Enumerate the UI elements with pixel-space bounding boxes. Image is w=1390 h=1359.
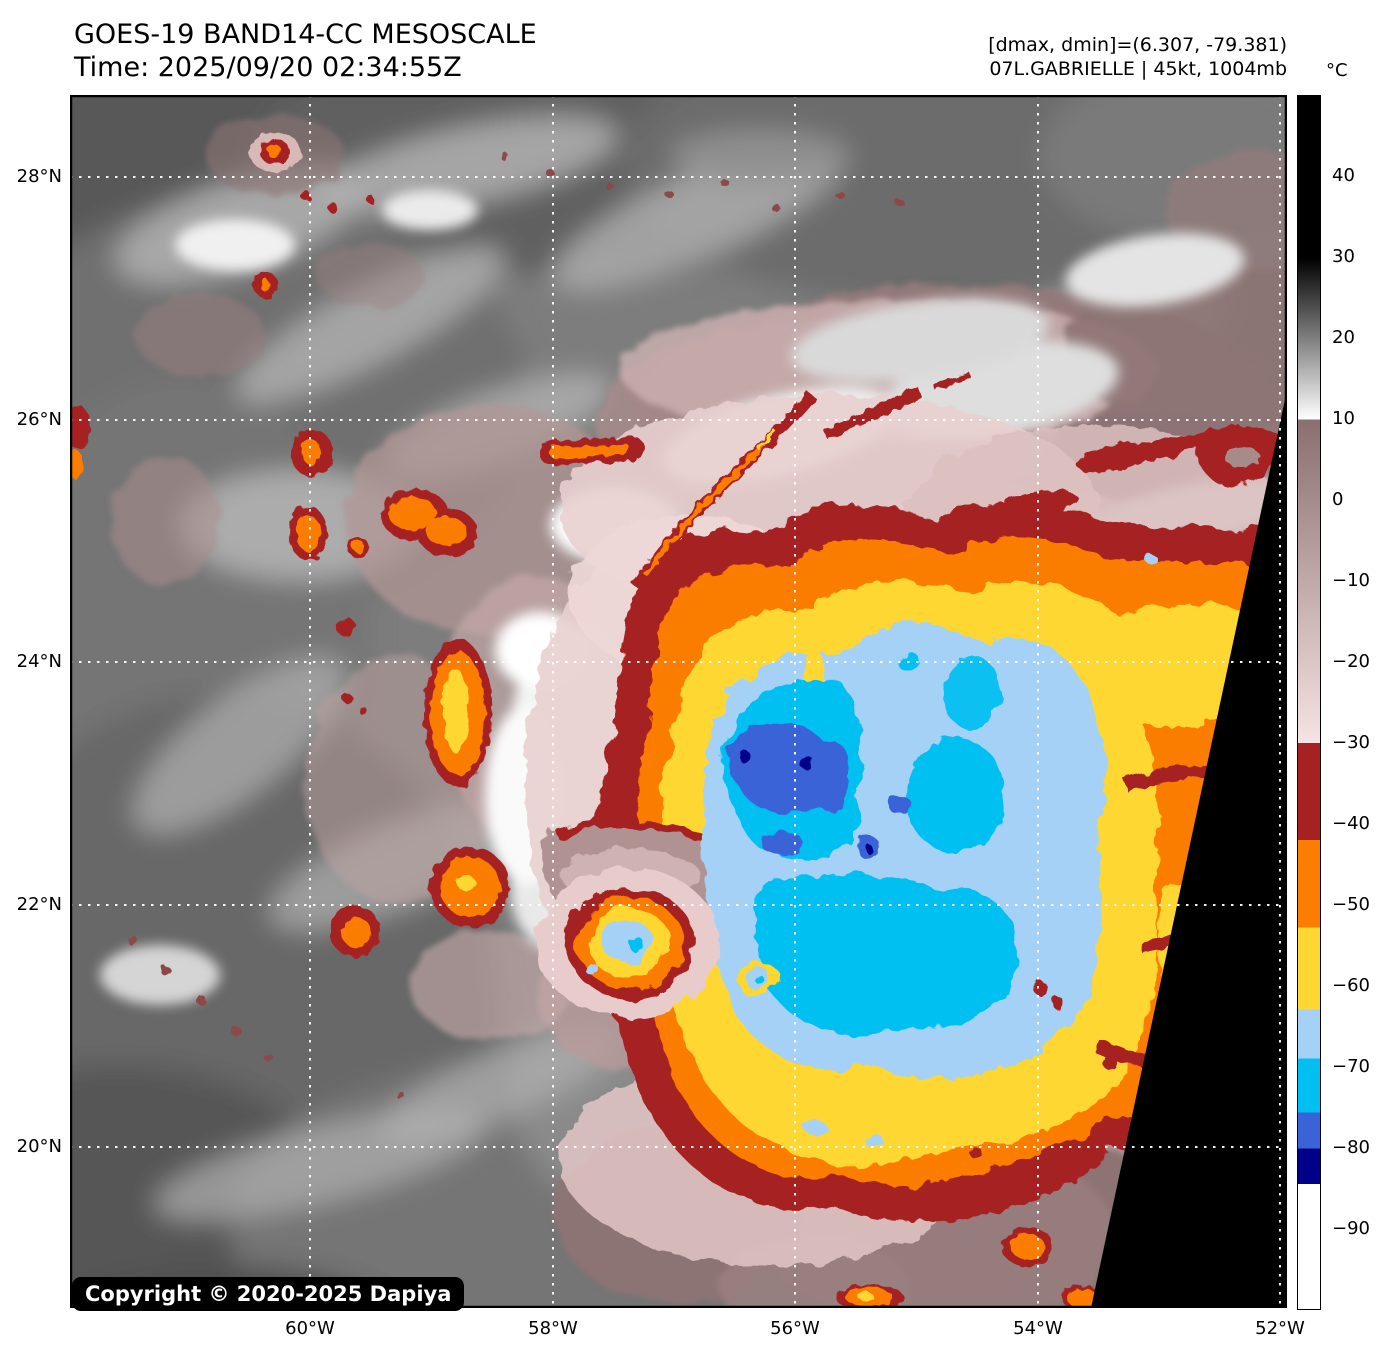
lat-axis-label: 24°N [16,651,62,672]
lon-axis-label: 54°W [1013,1318,1063,1339]
annotation-storm-info: 07L.GABRIELLE | 45kt, 1004mb [989,58,1287,80]
colorbar-tick-label: 0 [1332,489,1344,510]
hurricane-core [525,395,1287,1265]
satellite-map [70,95,1287,1308]
copyright-badge: Copyright © 2020-2025 Dapiya [72,1277,465,1311]
figure-timestamp: Time: 2025/09/20 02:34:55Z [74,52,462,83]
colorbar-tick-label: 40 [1332,165,1355,186]
colorbar-tick-label: −20 [1332,651,1370,672]
colorbar-tick-label: 10 [1332,408,1355,429]
colorbar-tick-label: −60 [1332,975,1370,996]
lat-axis-label: 22°N [16,894,62,915]
colorbar-tick-label: −70 [1332,1056,1370,1077]
lon-axis-label: 56°W [770,1318,820,1339]
colorbar-tick-label: −30 [1332,732,1370,753]
lat-axis-label: 28°N [16,166,62,187]
colorbar-tick-label: −50 [1332,894,1370,915]
colorbar-tick-label: −80 [1332,1137,1370,1158]
colorbar-tick-label: −10 [1332,570,1370,591]
colorbar-tick-label: −40 [1332,813,1370,834]
colorbar-unit-label: °C [1326,60,1348,81]
colorbar-tick-label: 20 [1332,327,1355,348]
annotation-dmax-dmin: [dmax, dmin]=(6.307, -79.381) [988,34,1287,56]
lon-axis-label: 52°W [1255,1318,1305,1339]
lat-axis-label: 20°N [16,1136,62,1157]
figure-title: GOES-19 BAND14-CC MESOSCALE [74,19,537,50]
lat-axis-label: 26°N [16,409,62,430]
colorbar-tick-label: 30 [1332,246,1355,267]
colorbar-tick-label: −90 [1332,1218,1370,1239]
no-data-wedge [1091,390,1287,1308]
lon-axis-label: 58°W [528,1318,578,1339]
colorbar [1297,95,1321,1310]
scattered-convection-cells [70,132,1285,1308]
lon-axis-label: 60°W [285,1318,335,1339]
map-border [70,95,1287,1308]
